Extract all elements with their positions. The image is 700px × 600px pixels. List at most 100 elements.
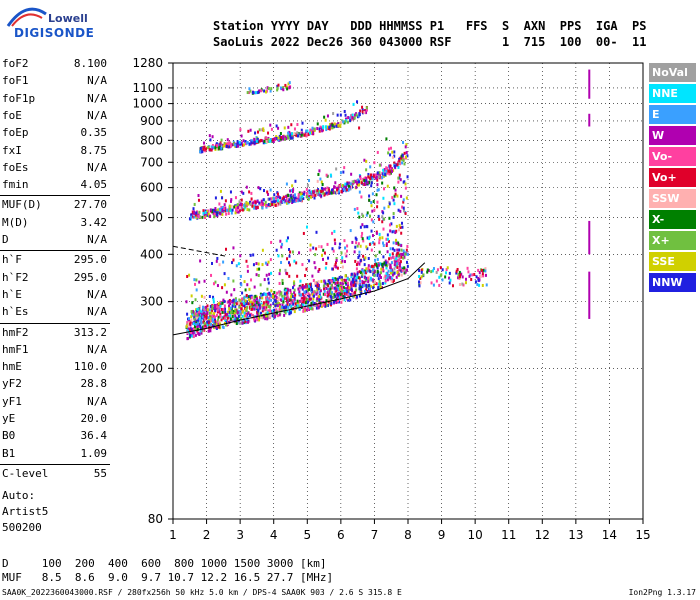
echo-point (354, 180, 357, 184)
echo-point (363, 225, 366, 229)
echo-point (197, 198, 200, 202)
echo-point (209, 215, 212, 219)
echo-point (197, 194, 200, 198)
echo-point (268, 309, 271, 313)
echo-point (265, 296, 268, 300)
echo-point (191, 211, 194, 215)
echo-point (280, 309, 283, 313)
echo-point (265, 306, 268, 310)
echo-point (278, 281, 281, 285)
echo-point (200, 329, 203, 333)
echo-point (260, 138, 263, 142)
echo-point (386, 260, 389, 264)
echo-point (344, 246, 347, 250)
echo-point (419, 281, 422, 285)
echo-point (281, 254, 284, 258)
echo-point (219, 300, 222, 304)
echo-point (211, 261, 214, 265)
echo-point (270, 197, 273, 201)
echo-point (378, 279, 381, 283)
echo-point (210, 273, 213, 277)
echo-point (365, 245, 368, 249)
echo-point (203, 311, 206, 315)
echo-point (285, 195, 288, 199)
echo-point (273, 137, 276, 141)
echo-point (354, 236, 357, 240)
echo-point (273, 290, 276, 294)
echo-point (276, 88, 279, 92)
x-tick-label: 1 (169, 528, 177, 542)
echo-point (210, 148, 213, 152)
echo-point (422, 273, 425, 277)
echo-point (366, 181, 369, 185)
echo-point (457, 273, 460, 277)
echo-point (365, 213, 368, 217)
echo-point (484, 273, 487, 277)
echo-point (249, 89, 252, 93)
echo-point (382, 174, 385, 178)
echo-point (278, 272, 281, 276)
echo-point (198, 215, 201, 219)
echo-point (225, 144, 228, 148)
echo-point (315, 306, 318, 310)
echo-point (310, 285, 313, 289)
param-row: yF2 28.8 (0, 376, 110, 392)
echo-point (358, 254, 361, 258)
echo-point (208, 323, 211, 327)
echo-point (302, 192, 305, 196)
echo-point (249, 296, 252, 300)
echo-point (281, 278, 284, 282)
echo-point (314, 281, 317, 285)
param-value: N/A (87, 233, 107, 246)
echo-point (294, 293, 297, 297)
echo-point (398, 161, 401, 165)
echo-point (397, 241, 400, 245)
echo-point (317, 302, 320, 306)
echo-point (254, 299, 257, 303)
param-row: D N/A (0, 232, 110, 248)
echo-point (300, 293, 303, 297)
x-tick-label: 6 (337, 528, 345, 542)
profile-line (172, 262, 426, 336)
echo-point (383, 206, 386, 210)
echo-point (263, 139, 266, 143)
echo-point (193, 210, 196, 214)
echo-point (362, 283, 365, 287)
echo-point (354, 245, 357, 249)
echo-point (315, 191, 318, 195)
echo-point (235, 209, 238, 213)
echo-point (347, 284, 350, 288)
echo-point (267, 203, 270, 207)
echo-point (267, 309, 270, 313)
echo-point (253, 137, 256, 141)
echo-point (207, 321, 210, 325)
echo-point (358, 270, 361, 274)
echo-point (353, 250, 356, 254)
echo-point (296, 274, 299, 278)
echo-point (287, 296, 290, 300)
echo-point (477, 268, 480, 272)
echo-point (231, 208, 234, 212)
echo-point (258, 267, 261, 271)
echo-point (383, 187, 386, 191)
echo-point (397, 176, 400, 180)
echo-point (358, 190, 361, 194)
echo-point (209, 329, 212, 333)
echo-point (290, 301, 293, 305)
echo-point (231, 300, 234, 304)
echo-point (268, 292, 271, 296)
echo-point (431, 269, 434, 273)
echo-point (302, 231, 305, 235)
echo-point (304, 292, 307, 296)
echo-point (354, 290, 357, 294)
echo-point (316, 122, 319, 126)
echo-point (232, 309, 235, 313)
param-label: hmE (2, 360, 22, 374)
echo-point (217, 208, 220, 212)
echo-point (270, 298, 273, 302)
echo-point (276, 299, 279, 303)
echo-point (309, 248, 312, 252)
echo-point (300, 298, 303, 302)
param-value: 110.0 (73, 360, 107, 374)
echo-point (245, 201, 248, 205)
